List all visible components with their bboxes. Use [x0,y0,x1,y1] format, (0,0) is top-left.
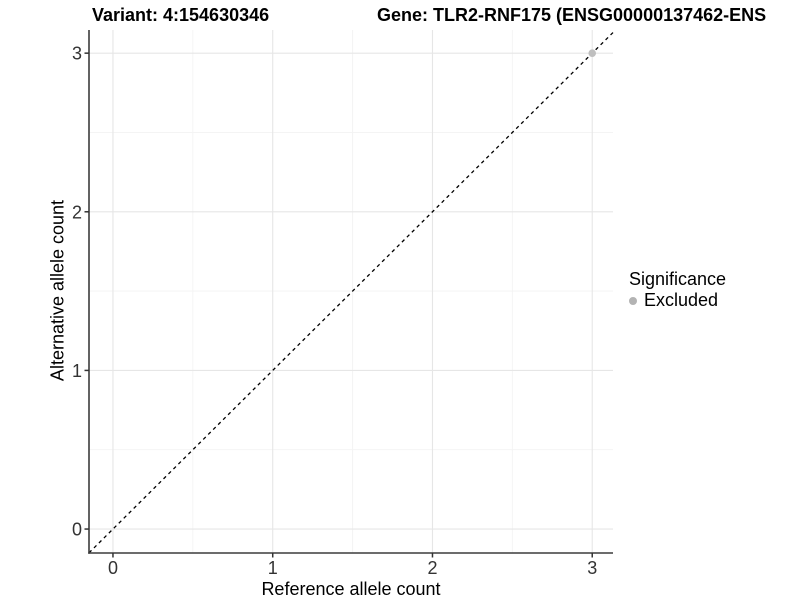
legend-title: Significance [629,269,727,289]
legend-item-excluded: Excluded [629,290,726,311]
y-tick-label: 2 [72,202,82,222]
x-tick-label: 1 [268,558,278,578]
identity-dashed-line [88,32,614,554]
x-axis-label: Reference allele count [261,579,441,599]
y-tick-label: 3 [72,44,82,64]
gene-title: Gene: TLR2-RNF175 (ENSG00000137462-ENS [377,5,767,25]
legend: Significance Excluded [629,269,726,311]
x-tick-label: 2 [427,558,437,578]
data-point-excluded [588,49,597,57]
legend-dot-icon [629,296,637,305]
y-tick-label: 1 [72,361,82,381]
variant-title: Variant: 4:154630346 [92,5,270,25]
x-tick-label: 0 [108,558,118,578]
x-tick-label: 3 [587,558,597,578]
y-axis-label: Alternative allele count [47,199,68,382]
y-tick-label: 0 [72,520,82,540]
legend-item-label: Excluded [644,290,719,310]
